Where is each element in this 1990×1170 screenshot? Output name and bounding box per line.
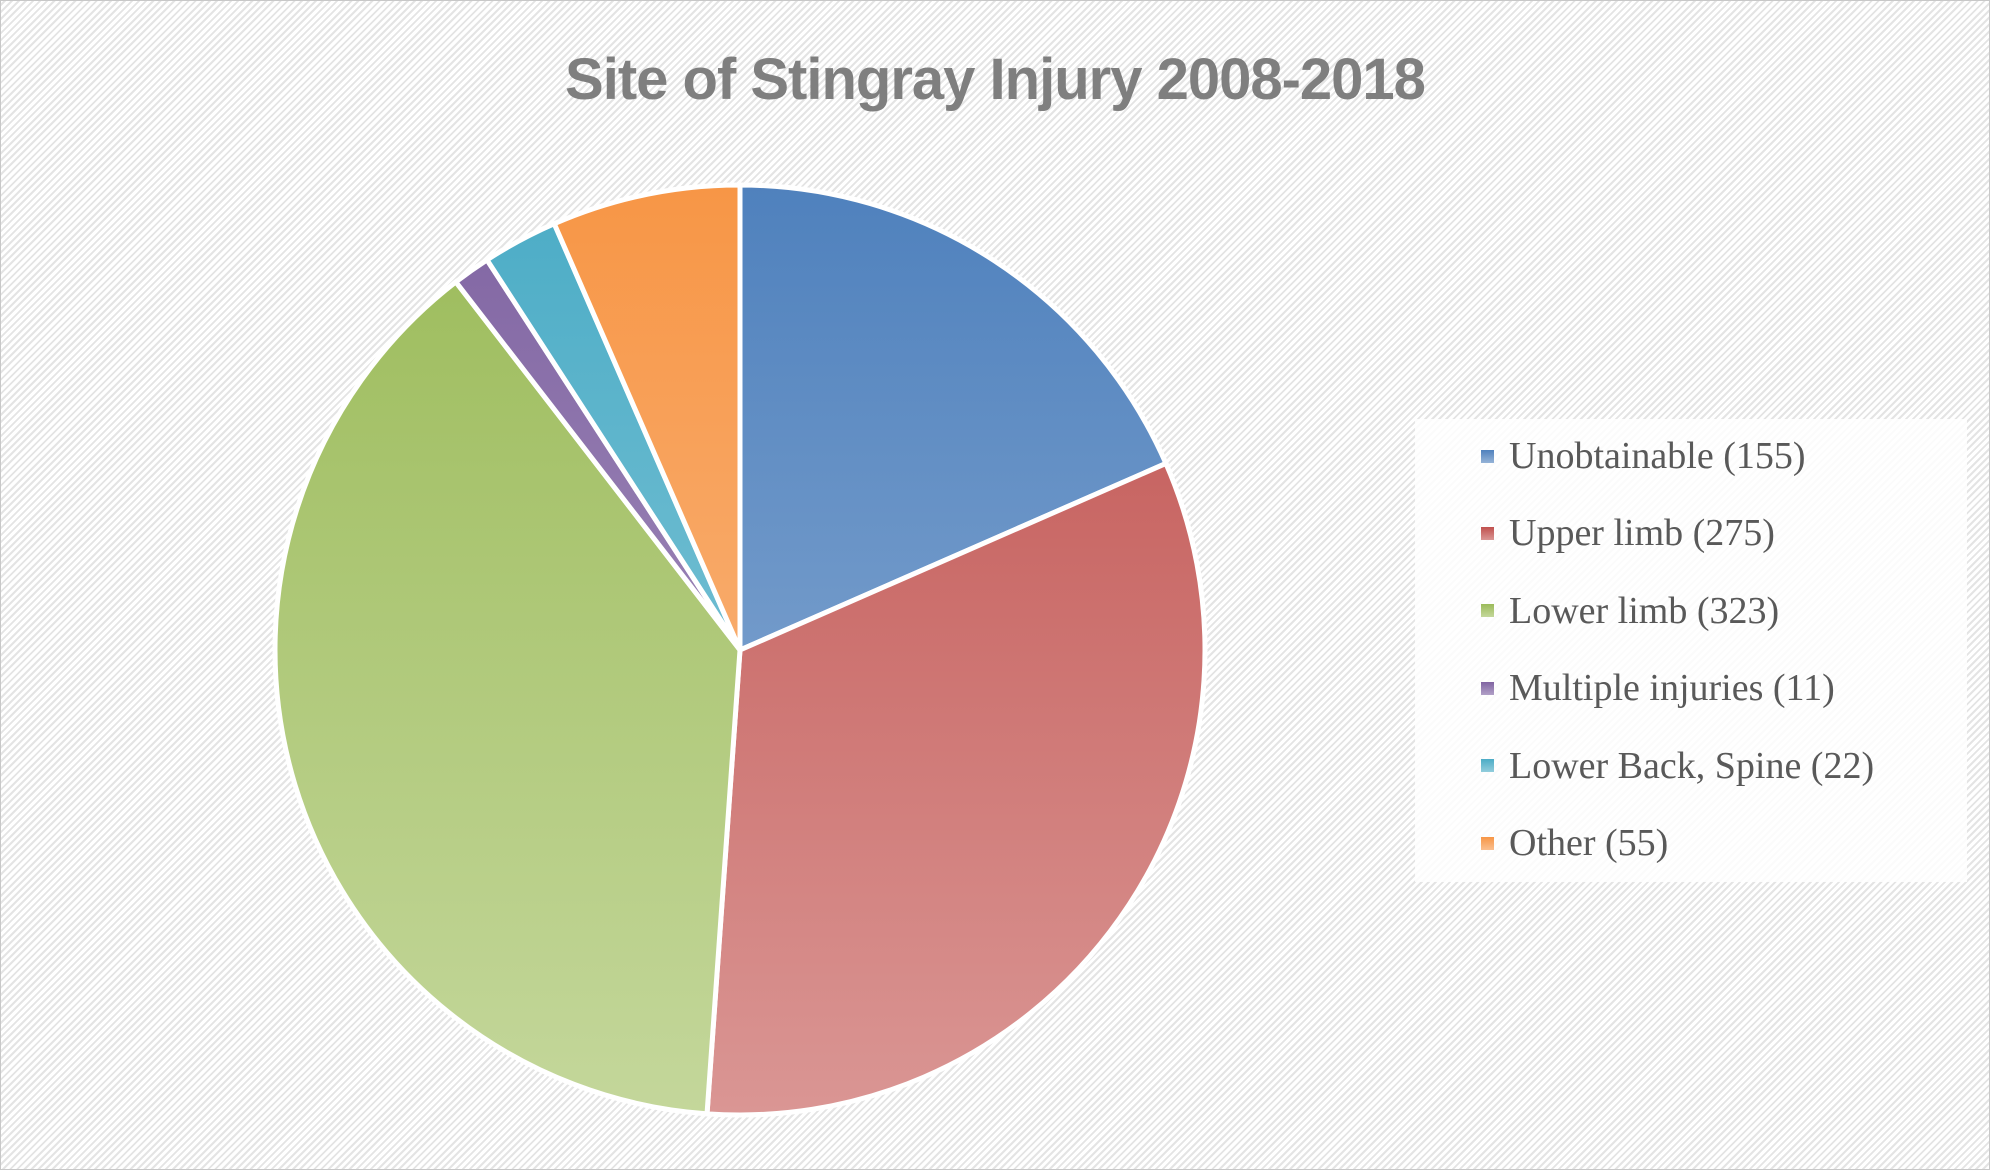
- legend-swatch: [1481, 759, 1494, 773]
- legend-item: Upper limb (275): [1481, 508, 1775, 558]
- legend-label: Unobtainable (155): [1509, 435, 1806, 477]
- legend-label: Lower Back, Spine (22): [1509, 744, 1875, 787]
- legend-label: Upper limb (275): [1509, 512, 1775, 555]
- legend-swatch: [1481, 526, 1494, 540]
- chart-title: Site of Stingray Injury 2008-2018: [565, 47, 1426, 112]
- legend-swatch: [1481, 681, 1494, 695]
- pie-slice-0: [737, 182, 1170, 654]
- legend-item: Multiple injuries (11): [1481, 663, 1835, 713]
- pie-slice-1: [704, 460, 1208, 1118]
- legend-swatch: [1481, 449, 1494, 463]
- legend: Unobtainable (155) Upper limb (275) Lower …: [1415, 419, 1967, 882]
- legend-item: Lower Back, Spine (22): [1481, 741, 1874, 791]
- legend-swatch: [1481, 836, 1494, 850]
- legend-item: Other (55): [1481, 818, 1668, 868]
- pie-slice-5: [550, 182, 743, 651]
- legend-item: Unobtainable (155): [1481, 431, 1806, 481]
- pie-slice-2: [272, 278, 743, 1117]
- legend-label: Other (55): [1509, 822, 1669, 864]
- legend-label: Lower limb (323): [1509, 589, 1780, 632]
- legend-label: Multiple injuries (11): [1509, 667, 1835, 710]
- legend-item: Lower limb (323): [1481, 586, 1779, 636]
- legend-swatch: [1481, 604, 1494, 618]
